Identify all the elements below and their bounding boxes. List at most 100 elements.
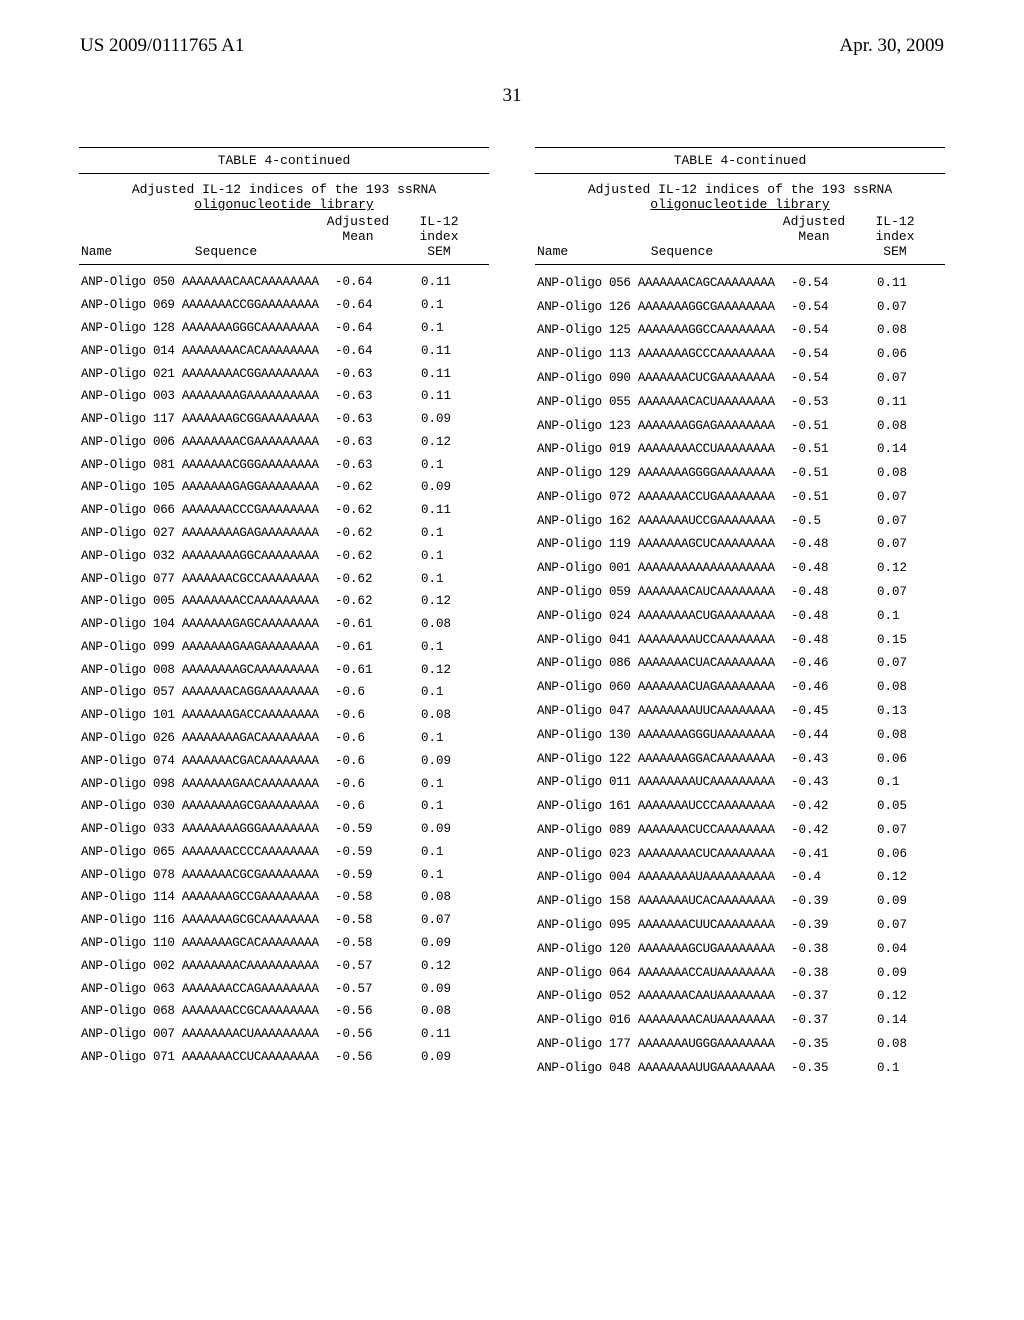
cell-name-sequence: ANP-Oligo 089 AAAAAAACUCCAAAAAAAA bbox=[535, 823, 773, 837]
cell-name-sequence: ANP-Oligo 123 AAAAAAAGGAGAAAAAAAA bbox=[535, 419, 773, 433]
cell-il12-sem: 0.12 bbox=[855, 561, 935, 575]
cell-il12-sem: 0.07 bbox=[399, 913, 479, 927]
cell-name-sequence: ANP-Oligo 117 AAAAAAAGCGGAAAAAAAA bbox=[79, 412, 317, 426]
cell-name-sequence: ANP-Oligo 014 AAAAAAAACACAAAAAAAA bbox=[79, 344, 317, 358]
cell-il12-sem: 0.1 bbox=[399, 731, 479, 745]
cell-adjusted-mean: -0.64 bbox=[317, 275, 399, 289]
cell-name-sequence: ANP-Oligo 006 AAAAAAAACGAAAAAAAAA bbox=[79, 435, 317, 449]
cell-adjusted-mean: -0.54 bbox=[773, 276, 855, 290]
table-row: ANP-Oligo 122 AAAAAAAGGACAAAAAAAA-0.430.… bbox=[535, 747, 945, 771]
cell-adjusted-mean: -0.44 bbox=[773, 728, 855, 742]
cell-il12-sem: 0.08 bbox=[399, 617, 479, 631]
table-row: ANP-Oligo 047 AAAAAAAAUUCAAAAAAAA-0.450.… bbox=[535, 699, 945, 723]
cell-name-sequence: ANP-Oligo 001 AAAAAAAAAAAAAAAAAAA bbox=[535, 561, 773, 575]
cell-adjusted-mean: -0.42 bbox=[773, 823, 855, 837]
cell-il12-sem: 0.1 bbox=[855, 609, 935, 623]
cell-name-sequence: ANP-Oligo 004 AAAAAAAAUAAAAAAAAAA bbox=[535, 870, 773, 884]
cell-name-sequence: ANP-Oligo 008 AAAAAAAAGCAAAAAAAAA bbox=[79, 663, 317, 677]
cell-adjusted-mean: -0.63 bbox=[317, 458, 399, 472]
cell-adjusted-mean: -0.37 bbox=[773, 1013, 855, 1027]
table-row: ANP-Oligo 110 AAAAAAAGCACAAAAAAAA-0.580.… bbox=[79, 932, 489, 955]
cell-il12-sem: 0.1 bbox=[399, 458, 479, 472]
table-row: ANP-Oligo 059 AAAAAAACAUCAAAAAAAA-0.480.… bbox=[535, 580, 945, 604]
col-headers-left: Name Sequence AdjustedMean IL-12indexSEM bbox=[79, 214, 489, 265]
table-row: ANP-Oligo 004 AAAAAAAAUAAAAAAAAAA-0.40.1… bbox=[535, 866, 945, 890]
table-row: ANP-Oligo 014 AAAAAAAACACAAAAAAAA-0.640.… bbox=[79, 339, 489, 362]
cell-adjusted-mean: -0.6 bbox=[317, 754, 399, 768]
col-name: Name bbox=[535, 244, 591, 259]
table-row: ANP-Oligo 068 AAAAAAACCGCAAAAAAAA-0.560.… bbox=[79, 1000, 489, 1023]
page-number: 31 bbox=[0, 57, 1024, 147]
cell-il12-sem: 0.09 bbox=[855, 894, 935, 908]
table-row: ANP-Oligo 095 AAAAAAACUUCAAAAAAAA-0.390.… bbox=[535, 913, 945, 937]
cell-il12-sem: 0.15 bbox=[855, 633, 935, 647]
cell-name-sequence: ANP-Oligo 032 AAAAAAAAGGCAAAAAAAA bbox=[79, 549, 317, 563]
cell-il12-sem: 0.12 bbox=[399, 663, 479, 677]
cell-adjusted-mean: -0.37 bbox=[773, 989, 855, 1003]
cell-name-sequence: ANP-Oligo 030 AAAAAAAAGCGAAAAAAAA bbox=[79, 799, 317, 813]
cell-adjusted-mean: -0.54 bbox=[773, 347, 855, 361]
cell-il12-sem: 0.08 bbox=[855, 323, 935, 337]
cell-name-sequence: ANP-Oligo 104 AAAAAAAGAGCAAAAAAAA bbox=[79, 617, 317, 631]
cell-name-sequence: ANP-Oligo 063 AAAAAAACCAGAAAAAAAA bbox=[79, 982, 317, 996]
cell-name-sequence: ANP-Oligo 095 AAAAAAACUUCAAAAAAAA bbox=[535, 918, 773, 932]
cell-name-sequence: ANP-Oligo 161 AAAAAAAUCCCAAAAAAAA bbox=[535, 799, 773, 813]
cell-il12-sem: 0.06 bbox=[855, 847, 935, 861]
cell-name-sequence: ANP-Oligo 002 AAAAAAAACAAAAAAAAAA bbox=[79, 959, 317, 973]
table-row: ANP-Oligo 126 AAAAAAAGGCGAAAAAAAA-0.540.… bbox=[535, 295, 945, 319]
cell-il12-sem: 0.1 bbox=[399, 298, 479, 312]
table-row: ANP-Oligo 063 AAAAAAACCAGAAAAAAAA-0.570.… bbox=[79, 977, 489, 1000]
cell-name-sequence: ANP-Oligo 026 AAAAAAAAGACAAAAAAAA bbox=[79, 731, 317, 745]
cell-adjusted-mean: -0.54 bbox=[773, 323, 855, 337]
cell-il12-sem: 0.1 bbox=[855, 1061, 935, 1075]
cell-adjusted-mean: -0.61 bbox=[317, 640, 399, 654]
col-il12: IL-12indexSEM bbox=[399, 214, 479, 259]
cell-name-sequence: ANP-Oligo 128 AAAAAAAGGGCAAAAAAAA bbox=[79, 321, 317, 335]
table-row: ANP-Oligo 056 AAAAAAACAGCAAAAAAAA-0.540.… bbox=[535, 271, 945, 295]
cell-il12-sem: 0.09 bbox=[399, 936, 479, 950]
cell-il12-sem: 0.12 bbox=[399, 959, 479, 973]
table-row: ANP-Oligo 090 AAAAAAACUCGAAAAAAAA-0.540.… bbox=[535, 366, 945, 390]
cell-name-sequence: ANP-Oligo 081 AAAAAAACGGGAAAAAAAA bbox=[79, 458, 317, 472]
cell-il12-sem: 0.09 bbox=[399, 822, 479, 836]
cell-adjusted-mean: -0.46 bbox=[773, 680, 855, 694]
table-row: ANP-Oligo 064 AAAAAAACCAUAAAAAAAA-0.380.… bbox=[535, 961, 945, 985]
cell-name-sequence: ANP-Oligo 098 AAAAAAAGAACAAAAAAAA bbox=[79, 777, 317, 791]
cell-adjusted-mean: -0.57 bbox=[317, 982, 399, 996]
cell-il12-sem: 0.1 bbox=[399, 799, 479, 813]
col-sequence: Sequence bbox=[591, 244, 773, 259]
table-row: ANP-Oligo 161 AAAAAAAUCCCAAAAAAAA-0.420.… bbox=[535, 794, 945, 818]
cell-adjusted-mean: -0.64 bbox=[317, 344, 399, 358]
table-row: ANP-Oligo 001 AAAAAAAAAAAAAAAAAAA-0.480.… bbox=[535, 556, 945, 580]
table-row: ANP-Oligo 032 AAAAAAAAGGCAAAAAAAA-0.620.… bbox=[79, 544, 489, 567]
cell-adjusted-mean: -0.59 bbox=[317, 868, 399, 882]
table-row: ANP-Oligo 065 AAAAAAACCCCAAAAAAAA-0.590.… bbox=[79, 841, 489, 864]
cell-adjusted-mean: -0.51 bbox=[773, 442, 855, 456]
table-row: ANP-Oligo 007 AAAAAAAACUAAAAAAAAA-0.560.… bbox=[79, 1023, 489, 1046]
cell-adjusted-mean: -0.51 bbox=[773, 466, 855, 480]
cell-il12-sem: 0.08 bbox=[399, 708, 479, 722]
cell-adjusted-mean: -0.45 bbox=[773, 704, 855, 718]
table-row: ANP-Oligo 055 AAAAAAACACUAAAAAAAA-0.530.… bbox=[535, 390, 945, 414]
table-row: ANP-Oligo 125 AAAAAAAGGCCAAAAAAAA-0.540.… bbox=[535, 319, 945, 343]
cell-name-sequence: ANP-Oligo 126 AAAAAAAGGCGAAAAAAAA bbox=[535, 300, 773, 314]
table-row: ANP-Oligo 104 AAAAAAAGAGCAAAAAAAA-0.610.… bbox=[79, 613, 489, 636]
cell-il12-sem: 0.11 bbox=[399, 344, 479, 358]
cell-il12-sem: 0.08 bbox=[399, 890, 479, 904]
cell-adjusted-mean: -0.48 bbox=[773, 561, 855, 575]
cell-adjusted-mean: -0.48 bbox=[773, 585, 855, 599]
cell-adjusted-mean: -0.63 bbox=[317, 367, 399, 381]
table-row: ANP-Oligo 105 AAAAAAAGAGGAAAAAAAA-0.620.… bbox=[79, 476, 489, 499]
cell-il12-sem: 0.09 bbox=[855, 966, 935, 980]
cell-name-sequence: ANP-Oligo 060 AAAAAAACUAGAAAAAAAA bbox=[535, 680, 773, 694]
cell-adjusted-mean: -0.35 bbox=[773, 1037, 855, 1051]
cell-name-sequence: ANP-Oligo 071 AAAAAAACCUCAAAAAAAA bbox=[79, 1050, 317, 1064]
table-title-right: TABLE 4-continued bbox=[535, 147, 945, 174]
cell-il12-sem: 0.1 bbox=[399, 868, 479, 882]
table-row: ANP-Oligo 099 AAAAAAAGAAGAAAAAAAA-0.610.… bbox=[79, 636, 489, 659]
table-row: ANP-Oligo 071 AAAAAAACCUCAAAAAAAA-0.560.… bbox=[79, 1046, 489, 1069]
cell-il12-sem: 0.11 bbox=[399, 275, 479, 289]
cell-name-sequence: ANP-Oligo 116 AAAAAAAGCGCAAAAAAAA bbox=[79, 913, 317, 927]
cell-adjusted-mean: -0.62 bbox=[317, 503, 399, 517]
cell-name-sequence: ANP-Oligo 119 AAAAAAAGCUCAAAAAAAA bbox=[535, 537, 773, 551]
